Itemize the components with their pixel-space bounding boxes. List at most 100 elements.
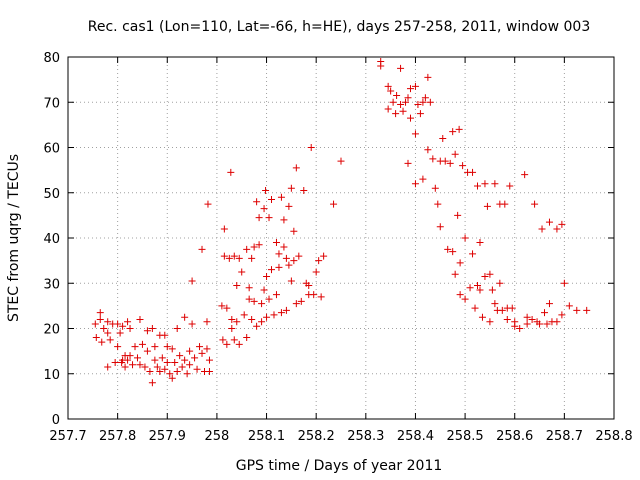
data-point (198, 245, 206, 253)
data-point (98, 338, 106, 346)
y-tick-label: 60 (43, 142, 60, 157)
data-point (141, 363, 149, 371)
data-point (481, 180, 489, 188)
data-point (397, 101, 405, 109)
data-point (411, 82, 419, 90)
data-point (191, 354, 199, 362)
data-point (198, 349, 206, 357)
data-point (474, 182, 481, 190)
data-point (392, 110, 400, 118)
data-point (449, 248, 457, 256)
data-point (275, 250, 283, 258)
grid-lines (68, 57, 614, 419)
data-point (171, 358, 179, 366)
data-point (255, 214, 263, 222)
x-tick-label: 258.2 (298, 429, 335, 444)
data-point (258, 318, 266, 326)
data-point (449, 128, 457, 136)
data-point (536, 320, 544, 328)
data-point (384, 105, 392, 113)
data-point (111, 358, 119, 366)
data-point (446, 159, 454, 167)
data-point (501, 200, 509, 208)
data-point (404, 94, 412, 102)
data-point (243, 334, 251, 342)
data-point (238, 268, 246, 276)
data-point (553, 225, 561, 233)
data-point (421, 94, 429, 102)
data-point (560, 279, 568, 287)
data-point (263, 272, 271, 280)
data-point (290, 227, 298, 235)
data-point (402, 98, 410, 106)
data-point (476, 239, 484, 247)
data-point (133, 354, 141, 362)
data-point (255, 241, 263, 249)
x-tick-label: 257.7 (49, 429, 86, 444)
data-point (196, 343, 204, 351)
data-point (486, 318, 494, 326)
data-point (228, 325, 236, 332)
data-point (248, 254, 256, 262)
data-point (310, 291, 318, 299)
data-point (439, 134, 447, 142)
data-point (265, 214, 273, 222)
data-point (104, 318, 112, 326)
data-point (268, 196, 276, 204)
data-point (476, 286, 484, 294)
data-point (285, 202, 293, 210)
data-point (104, 363, 112, 371)
data-point (168, 374, 176, 382)
data-point (193, 365, 201, 373)
y-tick-label: 40 (43, 232, 60, 247)
data-point (136, 361, 144, 369)
data-point (268, 266, 276, 274)
data-point (220, 252, 228, 260)
data-point (384, 82, 392, 90)
data-point (230, 336, 238, 344)
data-point (223, 340, 231, 348)
data-point (506, 182, 514, 190)
data-point (233, 318, 241, 326)
data-point (245, 284, 253, 292)
data-point (456, 291, 464, 299)
data-point (225, 254, 233, 262)
data-point (290, 257, 298, 265)
data-point (424, 73, 432, 81)
data-point (168, 345, 176, 353)
data-point (219, 336, 227, 344)
data-point (188, 320, 196, 328)
data-point (516, 325, 524, 332)
data-point (545, 218, 553, 226)
data-point (491, 300, 499, 308)
data-point (92, 334, 100, 342)
data-point (163, 343, 171, 351)
data-point (419, 98, 427, 106)
data-point (461, 295, 469, 303)
data-point (511, 322, 519, 330)
data-point (178, 363, 186, 371)
data-point (250, 243, 258, 251)
y-tick-label: 50 (43, 187, 60, 202)
data-point (181, 313, 189, 321)
data-point (307, 144, 315, 151)
data-point (227, 168, 235, 176)
data-point (143, 347, 151, 355)
data-point (287, 184, 295, 192)
x-tick-label: 258.6 (496, 429, 533, 444)
data-point (280, 243, 288, 251)
data-point (461, 234, 469, 242)
data-point (406, 114, 414, 122)
data-point (265, 295, 273, 303)
data-point (441, 157, 449, 165)
data-point (203, 318, 211, 326)
data-point (235, 254, 243, 262)
data-point (166, 370, 174, 378)
data-point (523, 320, 531, 328)
data-point (456, 259, 464, 267)
data-point (121, 363, 129, 371)
data-point (558, 311, 566, 319)
data-point (305, 282, 313, 290)
data-point (253, 322, 261, 330)
